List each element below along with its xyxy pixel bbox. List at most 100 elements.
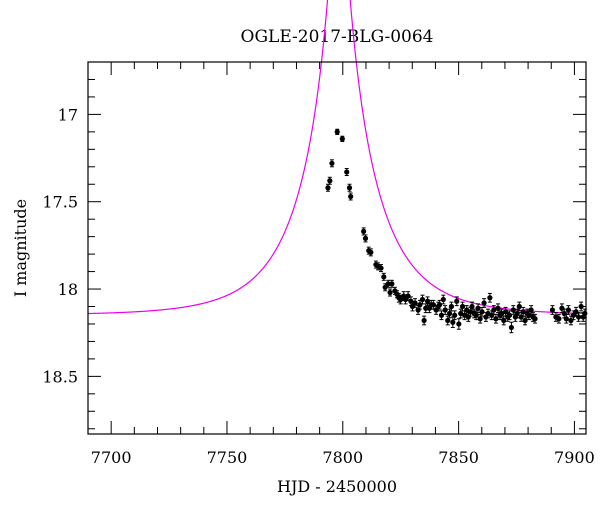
- point-marker: [454, 298, 460, 304]
- point-marker: [421, 317, 427, 324]
- data-point: [528, 305, 534, 315]
- point-marker: [458, 310, 464, 317]
- point-marker: [473, 312, 479, 318]
- x-tick-label: 7700: [91, 448, 132, 467]
- point-marker: [510, 307, 516, 313]
- point-marker: [440, 296, 446, 303]
- point-marker: [459, 303, 466, 310]
- point-marker: [417, 302, 423, 308]
- point-marker: [412, 300, 418, 306]
- point-marker: [424, 298, 431, 304]
- data-point: [556, 313, 562, 324]
- point-marker: [575, 314, 582, 320]
- point-marker: [325, 185, 331, 191]
- data-point: [510, 305, 516, 315]
- point-marker: [329, 160, 335, 166]
- point-marker: [479, 309, 485, 315]
- data-point: [565, 305, 571, 315]
- data-point: [362, 234, 369, 243]
- point-marker: [499, 310, 505, 317]
- point-marker: [438, 312, 445, 318]
- data-point: [329, 159, 335, 168]
- point-marker: [423, 305, 429, 311]
- point-marker: [549, 307, 556, 313]
- data-point: [452, 310, 458, 321]
- data-point: [361, 227, 367, 236]
- data-point: [532, 313, 538, 324]
- point-marker: [430, 302, 436, 308]
- data-point: [438, 310, 445, 321]
- y-axis-ticks: [88, 61, 586, 430]
- point-marker: [495, 305, 501, 311]
- data-point: [487, 292, 493, 303]
- data-point: [479, 306, 485, 317]
- data-point: [412, 298, 418, 308]
- data-points: [325, 128, 588, 334]
- point-marker: [522, 317, 528, 324]
- point-marker: [339, 136, 345, 142]
- chart-title: OGLE-2017-BLG-0064: [241, 27, 434, 47]
- point-marker: [477, 316, 483, 322]
- point-marker: [448, 303, 455, 310]
- data-point: [327, 176, 333, 185]
- data-point: [440, 294, 446, 305]
- data-point: [578, 301, 584, 312]
- data-point: [442, 305, 448, 315]
- data-point: [549, 305, 556, 315]
- point-marker: [445, 317, 451, 324]
- data-point: [456, 318, 462, 330]
- point-marker: [389, 281, 395, 287]
- point-marker: [334, 129, 340, 135]
- y-tick-label: 18.5: [42, 367, 78, 386]
- point-marker: [437, 302, 443, 308]
- point-marker: [568, 317, 574, 324]
- point-marker: [348, 193, 354, 200]
- data-point: [344, 168, 350, 177]
- point-marker: [556, 316, 562, 322]
- point-marker: [381, 274, 387, 280]
- x-axis-label: HJD - 2450000: [277, 477, 397, 496]
- x-tick-label: 7800: [322, 448, 363, 467]
- data-point: [334, 128, 340, 135]
- point-marker: [378, 265, 384, 271]
- model-curve: [87, 0, 587, 315]
- point-marker: [582, 310, 588, 317]
- data-point: [469, 301, 475, 312]
- data-point: [346, 183, 353, 192]
- data-point: [381, 272, 387, 281]
- point-marker: [346, 185, 353, 191]
- data-point: [508, 321, 515, 334]
- point-marker: [469, 303, 475, 310]
- data-point: [582, 308, 588, 319]
- data-point: [450, 316, 456, 328]
- data-point: [481, 298, 487, 308]
- data-point: [454, 296, 460, 307]
- data-point: [348, 192, 354, 201]
- data-point: [421, 315, 427, 326]
- data-point: [448, 301, 455, 312]
- point-marker: [532, 316, 538, 322]
- y-tick-label: 17.5: [42, 193, 78, 212]
- data-point: [387, 288, 393, 297]
- point-marker: [493, 316, 499, 322]
- plot-frame: [87, 61, 587, 435]
- point-marker: [344, 169, 350, 175]
- point-marker: [419, 296, 426, 303]
- data-point: [339, 135, 345, 142]
- data-point: [325, 183, 331, 192]
- data-point: [389, 279, 395, 288]
- data-point: [493, 313, 499, 324]
- data-point: [437, 299, 443, 310]
- point-marker: [520, 309, 526, 315]
- point-marker: [573, 309, 579, 315]
- point-marker: [514, 310, 520, 317]
- x-tick-label: 7900: [554, 448, 595, 467]
- point-marker: [368, 249, 374, 255]
- point-marker: [491, 307, 497, 313]
- x-axis-tick-labels: 7700 7750 7800 7850 7900: [91, 448, 595, 467]
- data-point: [501, 315, 507, 326]
- point-marker: [506, 312, 513, 318]
- point-marker: [501, 317, 507, 324]
- x-tick-label: 7750: [207, 448, 248, 467]
